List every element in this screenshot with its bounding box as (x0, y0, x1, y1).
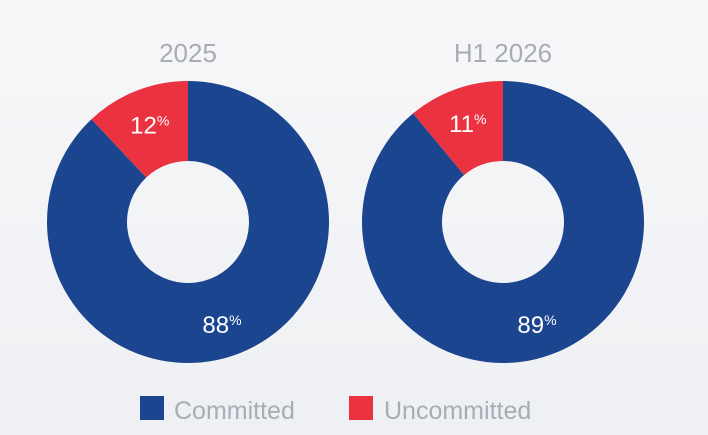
chart-title: 2025 (159, 38, 217, 68)
legend-item-uncommitted: Uncommitted (349, 396, 531, 425)
slice-committed (362, 81, 644, 363)
slice-uncommitted (413, 81, 503, 175)
chart-title: H1 2026 (454, 38, 552, 68)
legend-label: Committed (174, 397, 295, 425)
legend-swatch (349, 396, 373, 420)
legend: Committed Uncommitted (140, 396, 531, 425)
legend-swatch (140, 396, 164, 420)
donut-chart-h1-2026: H1 2026 89% 11% (362, 38, 644, 363)
data-label: 12% (130, 112, 169, 139)
donut-chart-2025: 2025 88% 12% (46, 38, 330, 364)
legend-label: Uncommitted (384, 397, 531, 425)
data-label: 11% (449, 111, 486, 138)
data-label: 89% (517, 312, 556, 339)
slice-uncommitted (91, 81, 188, 178)
slice-committed (46, 81, 330, 364)
legend-item-committed: Committed (140, 396, 295, 425)
data-label: 88% (202, 312, 241, 339)
